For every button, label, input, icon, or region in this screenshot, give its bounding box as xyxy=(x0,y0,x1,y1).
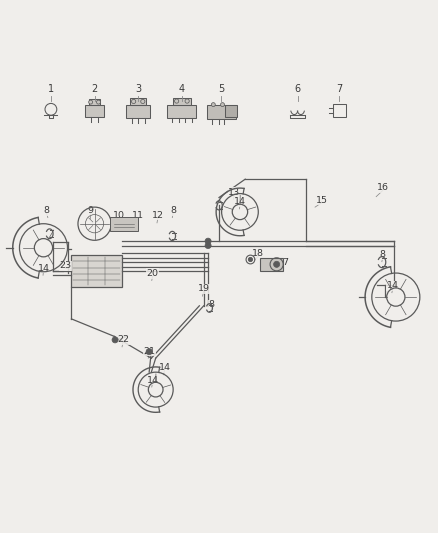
Circle shape xyxy=(220,103,224,107)
Bar xyxy=(207,105,236,119)
Text: 8: 8 xyxy=(43,206,49,215)
Text: 21: 21 xyxy=(143,346,155,356)
Bar xyxy=(332,104,346,117)
Bar xyxy=(261,258,283,271)
Text: 16: 16 xyxy=(377,183,389,192)
Circle shape xyxy=(112,337,118,343)
Text: 14: 14 xyxy=(234,197,246,206)
Text: 14: 14 xyxy=(147,376,159,384)
Text: 10: 10 xyxy=(113,211,124,220)
Bar xyxy=(225,106,237,117)
Circle shape xyxy=(175,99,179,103)
Text: 3: 3 xyxy=(135,84,141,94)
Text: 19: 19 xyxy=(198,284,210,293)
Circle shape xyxy=(131,99,136,103)
Bar xyxy=(89,99,100,106)
Text: 11: 11 xyxy=(132,211,144,220)
Text: 6: 6 xyxy=(294,84,300,94)
Circle shape xyxy=(212,103,215,107)
Circle shape xyxy=(96,100,100,104)
Text: 8: 8 xyxy=(380,250,386,259)
Text: 12: 12 xyxy=(152,211,164,220)
Circle shape xyxy=(274,261,280,268)
Circle shape xyxy=(205,238,211,244)
Text: 20: 20 xyxy=(147,269,159,278)
Text: 2: 2 xyxy=(92,84,98,94)
Text: 4: 4 xyxy=(179,84,185,94)
Text: 8: 8 xyxy=(208,301,215,310)
Bar xyxy=(85,106,104,117)
Text: 13: 13 xyxy=(228,188,240,197)
Text: 7: 7 xyxy=(336,84,342,94)
Text: 9: 9 xyxy=(87,206,93,215)
Text: 17: 17 xyxy=(278,258,290,267)
Text: 5: 5 xyxy=(218,84,224,94)
Bar xyxy=(131,98,146,106)
Bar xyxy=(110,217,138,231)
Circle shape xyxy=(141,99,145,103)
Circle shape xyxy=(248,257,253,262)
Bar xyxy=(167,105,196,118)
Bar xyxy=(173,98,191,105)
Text: 15: 15 xyxy=(316,196,328,205)
Text: 1: 1 xyxy=(48,84,54,94)
Circle shape xyxy=(205,243,211,248)
Circle shape xyxy=(185,99,189,103)
Bar xyxy=(71,255,122,287)
Circle shape xyxy=(249,258,252,261)
Text: 8: 8 xyxy=(170,206,176,215)
Circle shape xyxy=(88,100,92,104)
Text: 14: 14 xyxy=(159,364,170,372)
Bar xyxy=(127,106,150,118)
Text: 22: 22 xyxy=(117,335,129,344)
Text: 23: 23 xyxy=(59,261,71,270)
Text: 14: 14 xyxy=(387,281,399,290)
Text: 14: 14 xyxy=(38,264,49,273)
Text: 18: 18 xyxy=(252,249,264,259)
Circle shape xyxy=(146,349,152,354)
